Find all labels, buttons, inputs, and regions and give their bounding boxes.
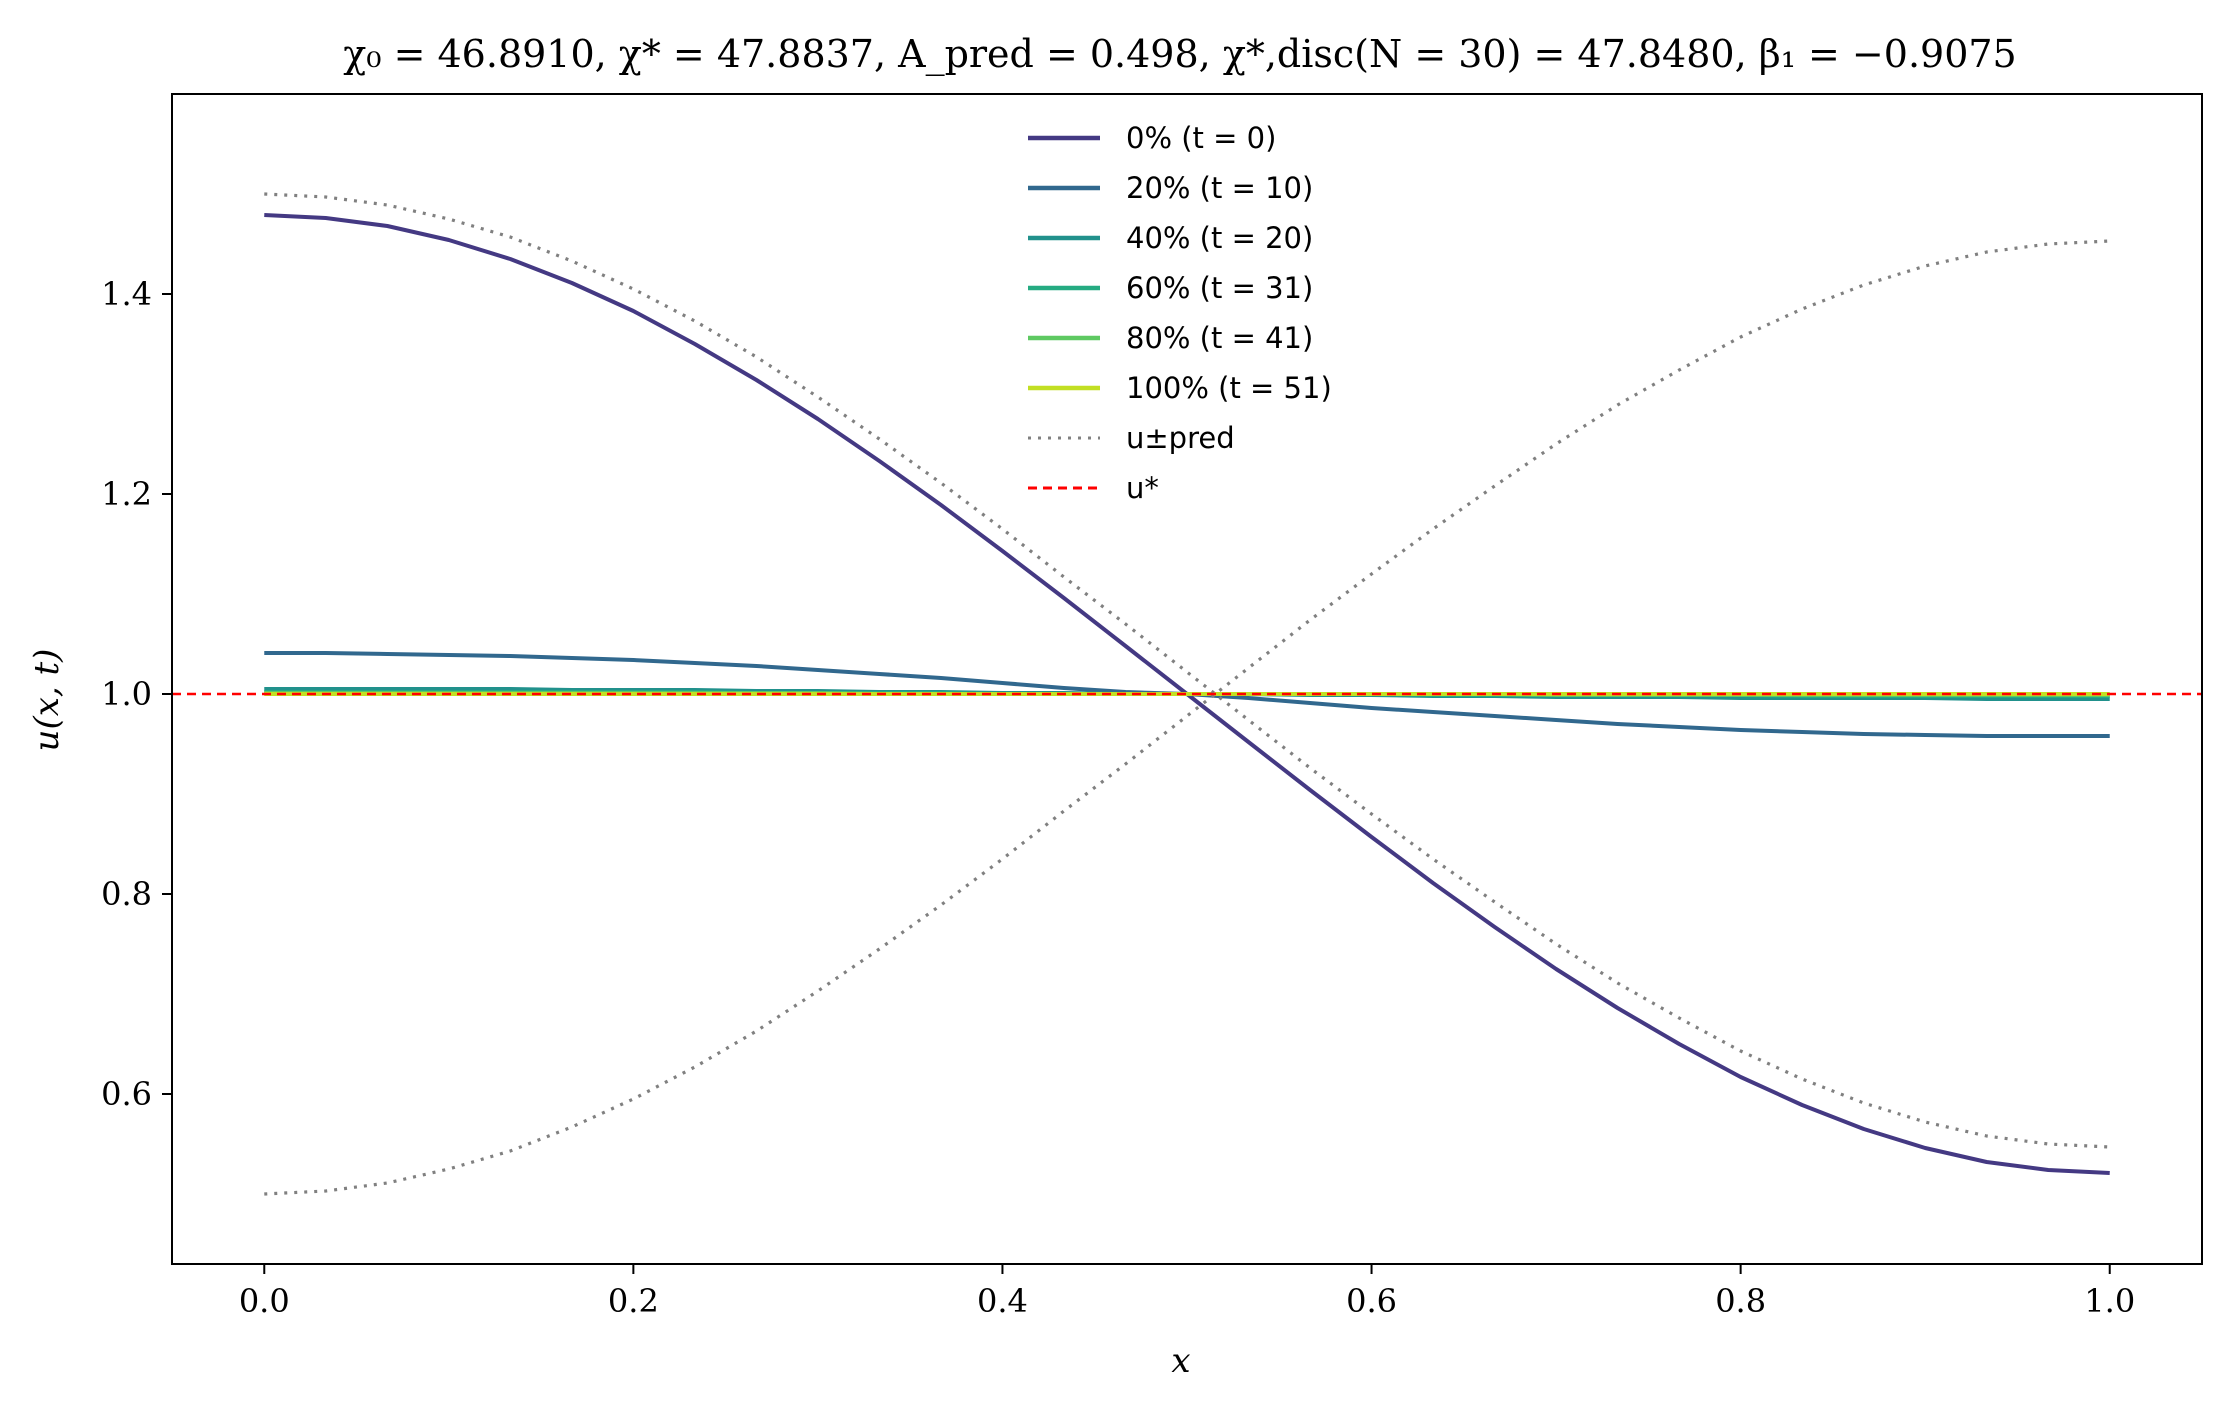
axes: 0.0 0.2 0.4 0.6 0.8 1.0 0.6 0.8 1.0 1.2 1.4 (101, 93, 2203, 1320)
legend-label: 40% (t = 20) (1126, 221, 1313, 255)
y-tick-label: 0.8 (101, 875, 152, 913)
series-group (172, 192, 2202, 1196)
legend-label: 100% (t = 51) (1126, 371, 1332, 405)
chart-title: χ₀ = 46.8910, χ* = 47.8837, A_pred = 0.4… (343, 32, 2016, 77)
y-tick-label: 1.0 (101, 675, 152, 713)
legend-label: u±pred (1126, 421, 1235, 455)
x-tick-label: 0.0 (239, 1282, 290, 1320)
plot-area (172, 192, 2202, 1196)
x-tick-label: 0.2 (608, 1282, 659, 1320)
x-axis-label: x (1171, 1341, 1190, 1381)
legend-label: 20% (t = 10) (1126, 171, 1313, 205)
x-tick-label: 0.6 (1346, 1282, 1397, 1320)
legend-label: 80% (t = 41) (1126, 321, 1313, 355)
legend-label: 0% (t = 0) (1126, 121, 1276, 155)
y-axis-label: u(x, t) (27, 649, 67, 752)
y-tick-label: 0.6 (101, 1075, 152, 1113)
y-tick-label: 1.4 (101, 275, 152, 313)
x-tick-label: 0.8 (1715, 1282, 1766, 1320)
legend-label: u* (1126, 471, 1159, 505)
y-tick-label: 1.2 (101, 475, 152, 513)
x-tick-label: 1.0 (2084, 1282, 2135, 1320)
x-tick-label: 0.4 (977, 1282, 1028, 1320)
axes-frame (171, 93, 2203, 1265)
legend-label: 60% (t = 31) (1126, 271, 1313, 305)
legend: 0% (t = 0) 20% (t = 10) 40% (t = 20) 60% (t… (1028, 121, 1332, 505)
